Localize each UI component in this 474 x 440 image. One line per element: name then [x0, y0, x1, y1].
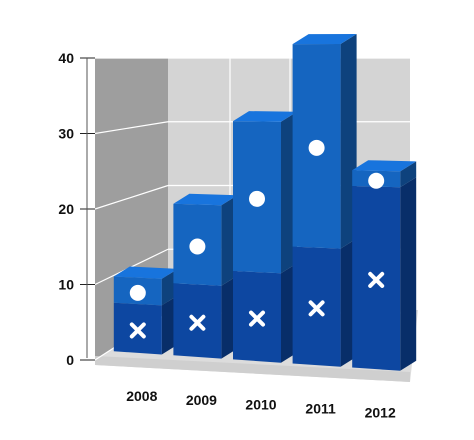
x-tick-label-2009: 2009: [186, 392, 217, 408]
marker-circle-2012: [368, 172, 385, 189]
bar-side-2012: [400, 161, 417, 188]
marker-cross-2008: [129, 322, 146, 339]
y-tick-label: 10: [58, 277, 74, 293]
gridline-side: [94, 184, 169, 210]
marker-circle-2011: [308, 139, 325, 156]
bar-top-2010: [233, 111, 297, 122]
bar-top-2008: [113, 266, 178, 279]
bar-top-2011: [292, 34, 357, 45]
marker-cross-2012: [368, 271, 385, 288]
y-tick-label: 20: [58, 201, 74, 217]
marker-circle-2008: [129, 284, 146, 301]
marker-circle-2009: [189, 238, 206, 255]
y-tick-label: 40: [58, 50, 74, 66]
bar-top-2009: [173, 193, 238, 206]
x-tick-label-2012: 2012: [365, 404, 396, 420]
x-axis-ticks: 2008 2009 2010 2011 2012: [126, 388, 396, 420]
gridline-side: [94, 121, 169, 135]
y-axis-ticks: 0 10 20 30 40: [58, 50, 95, 368]
marker-cross-2011: [308, 300, 325, 317]
bar-top-2012: [352, 160, 417, 172]
marker-cross-2010: [249, 310, 265, 327]
y-tick-label: 30: [58, 126, 74, 142]
marker-cross-2009: [189, 314, 206, 331]
marker-circle-2010: [249, 190, 265, 207]
y-tick-label: 0: [66, 352, 74, 368]
x-tick-label-2010: 2010: [245, 396, 276, 412]
markers-group: [129, 139, 385, 339]
x-tick-label-2011: 2011: [305, 400, 336, 416]
floor-edge: [95, 356, 410, 382]
bar-side-2012: [400, 177, 417, 371]
x-tick-label-2008: 2008: [126, 388, 157, 404]
